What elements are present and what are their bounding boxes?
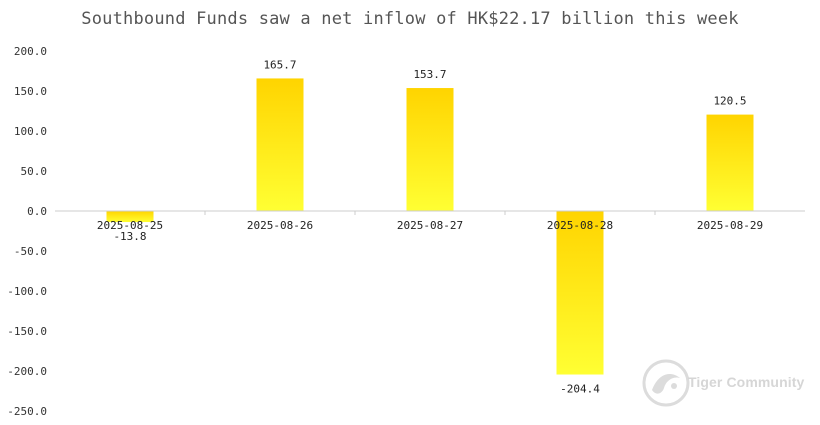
x-tick-label: 2025-08-25 (97, 219, 163, 232)
y-tick-label: -250.0 (7, 405, 47, 418)
data-labels: -13.8 165.7 153.7 -204.4 120.5 (113, 58, 746, 395)
bar (106, 211, 154, 223)
bar (406, 88, 454, 211)
data-label: 165.7 (263, 58, 296, 71)
y-tick-label: 200.0 (14, 45, 47, 58)
x-tick-label: 2025-08-27 (397, 219, 463, 232)
y-tick-label: 150.0 (14, 85, 47, 98)
y-axis: 200.0 150.0 100.0 50.0 0.0 -50.0 -100.0 -150.0 -… (7, 45, 47, 418)
y-tick-label: 0.0 (27, 205, 47, 218)
data-label: -13.8 (113, 230, 146, 243)
bar (256, 78, 304, 211)
x-tick-label: 2025-08-28 (547, 219, 613, 232)
bars (106, 78, 754, 375)
chart-title: Southbound Funds saw a net inflow of HK$… (81, 9, 739, 29)
bar (556, 211, 604, 375)
y-tick-label: -150.0 (7, 325, 47, 338)
x-tick-label: 2025-08-26 (247, 219, 313, 232)
y-tick-label: -50.0 (14, 245, 47, 258)
tiger-logo-icon (642, 359, 690, 407)
bar (706, 114, 754, 211)
x-tick-label: 2025-08-29 (697, 219, 763, 232)
x-axis: 2025-08-25 2025-08-26 2025-08-27 2025-08-28… (55, 210, 805, 232)
y-tick-label: -200.0 (7, 365, 47, 378)
data-label: 120.5 (713, 95, 746, 108)
y-tick-label: 50.0 (21, 165, 48, 178)
y-tick-label: 100.0 (14, 125, 47, 138)
y-tick-label: -100.0 (7, 285, 47, 298)
data-label: 153.7 (413, 68, 446, 81)
watermark-text: Tiger Community (688, 374, 805, 390)
data-label: -204.4 (560, 383, 600, 396)
